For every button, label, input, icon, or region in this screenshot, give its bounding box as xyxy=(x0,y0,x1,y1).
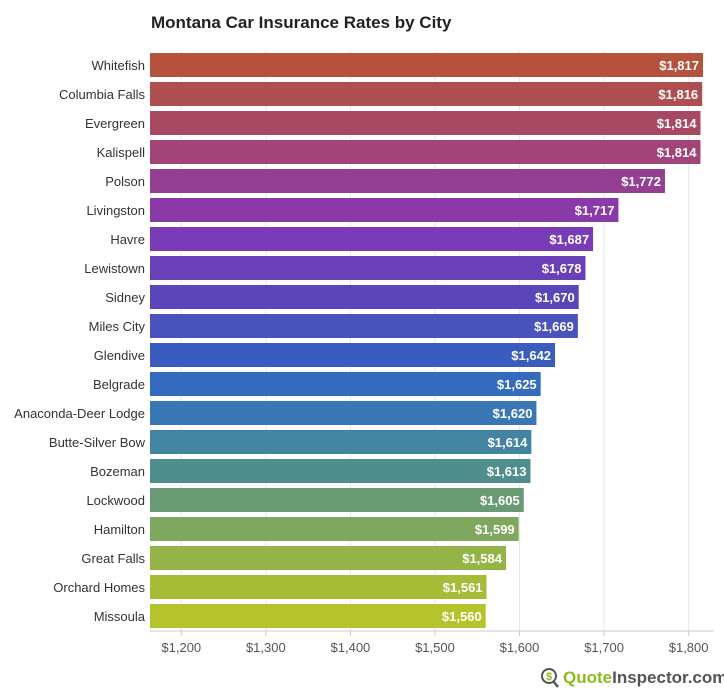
x-tick-label: $1,200 xyxy=(161,640,201,655)
data-label: $1,561 xyxy=(443,580,483,595)
data-label: $1,620 xyxy=(493,406,533,421)
data-label: $1,669 xyxy=(534,319,574,334)
bar xyxy=(150,488,524,512)
data-label: $1,614 xyxy=(488,435,529,450)
category-label: Bozeman xyxy=(90,464,145,479)
data-label: $1,717 xyxy=(575,203,615,218)
category-label: Missoula xyxy=(94,609,146,624)
data-label: $1,642 xyxy=(511,348,551,363)
bar xyxy=(150,198,619,222)
category-label: Great Falls xyxy=(81,551,145,566)
data-label: $1,613 xyxy=(487,464,527,479)
category-label: Polson xyxy=(105,174,145,189)
svg-text:$: $ xyxy=(546,671,552,683)
data-label: $1,816 xyxy=(658,87,698,102)
bar xyxy=(150,82,703,106)
bar xyxy=(150,343,556,367)
category-label: Butte-Silver Bow xyxy=(49,435,146,450)
chart-title: Montana Car Insurance Rates by City xyxy=(151,13,452,32)
data-label: $1,814 xyxy=(657,145,698,160)
data-label: $1,814 xyxy=(657,116,698,131)
logo-text-quote: Quote xyxy=(563,668,613,687)
x-tick-label: $1,300 xyxy=(246,640,286,655)
data-label: $1,687 xyxy=(549,232,589,247)
data-label: $1,560 xyxy=(442,609,482,624)
category-label: Glendive xyxy=(94,348,145,363)
category-label: Livingston xyxy=(86,203,145,218)
logo-text-inspector: Inspector.com xyxy=(612,668,724,687)
x-tick-label: $1,500 xyxy=(415,640,455,655)
bar xyxy=(150,314,578,338)
category-label: Hamilton xyxy=(94,522,145,537)
quoteinspector-logo: $ QuoteInspector.com xyxy=(540,667,724,689)
data-label: $1,599 xyxy=(475,522,515,537)
category-label: Miles City xyxy=(89,319,146,334)
bar xyxy=(150,575,487,599)
data-label: $1,584 xyxy=(462,551,503,566)
bar xyxy=(150,604,486,628)
bar xyxy=(150,430,532,454)
x-tick-label: $1,600 xyxy=(500,640,540,655)
bar xyxy=(150,401,537,425)
category-label: Orchard Homes xyxy=(53,580,145,595)
category-label: Anaconda-Deer Lodge xyxy=(14,406,145,421)
bar xyxy=(150,285,579,309)
bar xyxy=(150,140,701,164)
bar xyxy=(150,459,531,483)
x-tick-label: $1,700 xyxy=(584,640,624,655)
category-label: Havre xyxy=(110,232,145,247)
category-label: Columbia Falls xyxy=(59,87,145,102)
data-label: $1,772 xyxy=(621,174,661,189)
data-label: $1,605 xyxy=(480,493,520,508)
bar xyxy=(150,546,506,570)
data-label: $1,817 xyxy=(659,58,699,73)
bar xyxy=(150,111,701,135)
category-label: Evergreen xyxy=(85,116,145,131)
bar xyxy=(150,227,594,251)
bar xyxy=(150,53,704,77)
category-label: Belgrade xyxy=(93,377,145,392)
category-label: Sidney xyxy=(105,290,145,305)
category-label: Lockwood xyxy=(86,493,145,508)
bar xyxy=(150,372,541,396)
magnifier-dollar-icon: $ xyxy=(541,668,559,688)
category-label: Kalispell xyxy=(97,145,146,160)
bar xyxy=(150,169,665,193)
data-label: $1,625 xyxy=(497,377,537,392)
category-label: Whitefish xyxy=(92,58,145,73)
category-label: Lewistown xyxy=(84,261,145,276)
data-label: $1,670 xyxy=(535,290,575,305)
bar xyxy=(150,517,519,541)
data-label: $1,678 xyxy=(542,261,582,276)
x-tick-label: $1,400 xyxy=(331,640,371,655)
x-tick-label: $1,800 xyxy=(669,640,709,655)
bar xyxy=(150,256,586,280)
